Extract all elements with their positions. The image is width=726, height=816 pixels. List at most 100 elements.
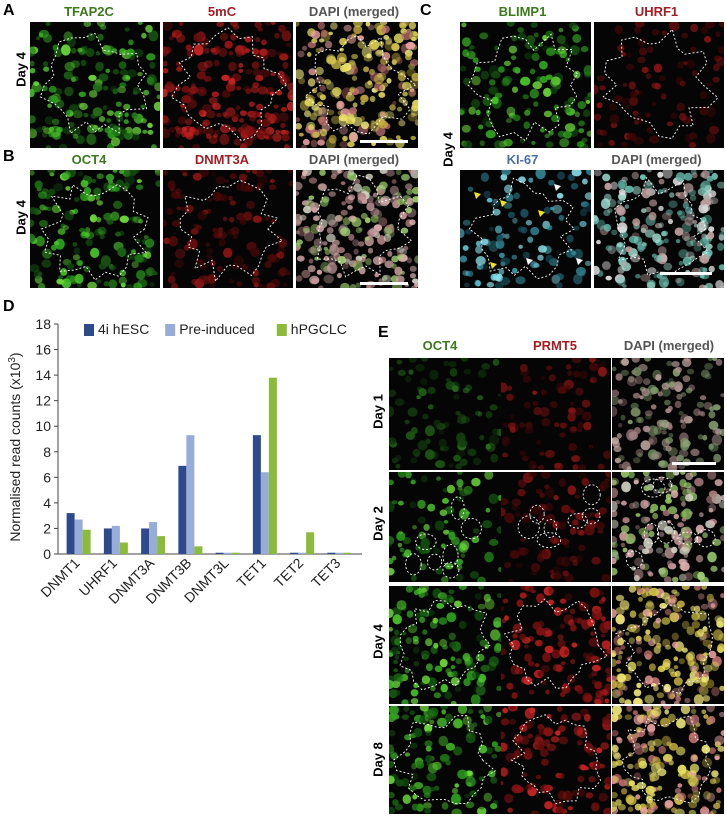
panel-e-title-oct4: OCT4	[422, 338, 458, 353]
bar-dnmt3b-4i-hesc	[178, 465, 187, 554]
panel-label-d: D	[3, 298, 15, 315]
micrograph-c-dapi-merged	[594, 170, 724, 288]
panel-c-title-ki67: KI-67	[506, 152, 539, 167]
panel-c-title-uhrf1: UHRF1	[634, 4, 679, 19]
micrograph-b-oct4	[30, 170, 160, 288]
micrograph-e-day2-prmt5	[501, 472, 611, 582]
micrograph-image	[594, 170, 724, 288]
bar-uhrf1-4i-hesc	[103, 528, 112, 554]
micrograph-image	[389, 472, 501, 582]
micrograph-e-day1-dapi-merged	[612, 358, 724, 470]
micrograph-a-5mc	[163, 22, 293, 148]
bar-chart-dnmt-expression: 0 2 4 6 8 10 12 14 16 18 Normalised read counts (x…	[7, 316, 362, 607]
y-tick-label: 4	[43, 495, 51, 511]
scale-bar-c	[660, 272, 712, 275]
panel-a-day-label: Day 4	[13, 52, 29, 87]
bar-dnmt3a-pre-induced	[149, 522, 158, 554]
y-tick-label: 6	[43, 469, 51, 485]
micrograph-a-tfap2c	[30, 22, 160, 148]
bar-dnmt1-pre-induced	[74, 519, 83, 554]
y-tick-label: 16	[35, 342, 51, 358]
scale-bar-a	[360, 140, 408, 143]
micrograph-image	[296, 22, 418, 148]
micrograph-e-day2-dapi-merged	[612, 472, 724, 582]
y-tick-label: 12	[35, 393, 51, 409]
micrograph-image	[594, 22, 724, 148]
panel-b-title-oct4: OCT4	[71, 152, 107, 167]
legend-swatch-1	[165, 324, 176, 336]
panel-e-day2-label: Day 2	[370, 506, 386, 541]
y-tick-label: 18	[35, 316, 51, 332]
micrograph-image	[163, 170, 293, 288]
y-axis-label: Normalised read counts (x103)	[7, 352, 24, 541]
y-tick-label: 14	[35, 367, 51, 383]
panel-b-title-dapi: DAPI (merged)	[308, 152, 400, 167]
micrograph-image	[30, 22, 160, 148]
bar-tet2-hpgclc	[306, 532, 315, 554]
legend-entry-1: Pre-induced	[179, 321, 255, 337]
bar-dnmt3l-hpgclc	[231, 552, 240, 554]
panel-label-c: C	[420, 2, 432, 19]
panel-c-title-blimp1: BLIMP1	[498, 4, 547, 19]
micrograph-e-day1-oct4	[389, 358, 501, 470]
bar-tet2-4i-hesc	[290, 552, 299, 554]
bar-dnmt1-hpgclc	[82, 529, 91, 554]
panel-b-title-dnmt3a: DNMT3A	[194, 152, 250, 167]
micrograph-image	[612, 586, 724, 704]
micrograph-image	[296, 170, 418, 288]
bar-dnmt3b-pre-induced	[186, 435, 195, 554]
micrograph-image	[389, 706, 501, 814]
bar-dnmt3a-4i-hesc	[141, 528, 150, 554]
y-tick-label: 2	[43, 520, 51, 536]
panel-e-day1-label: Day 1	[370, 394, 386, 429]
micrograph-e-day4-dapi-merged	[612, 586, 724, 704]
micrograph-e-day8-dapi-merged	[612, 706, 724, 814]
micrograph-image	[501, 706, 611, 814]
micrograph-image	[612, 706, 724, 814]
panel-a-title-dapi: DAPI (merged)	[308, 4, 400, 19]
panel-e-day4-label: Day 4	[370, 624, 386, 659]
micrograph-e-day8-oct4	[389, 706, 501, 814]
panel-e-title-prmt5: PRMT5	[532, 338, 578, 353]
bar-dnmt3a-hpgclc	[157, 536, 166, 554]
bar-dnmt1-4i-hesc	[66, 513, 75, 554]
panel-c-title-dapi: DAPI (merged)	[611, 152, 702, 167]
legend-entry-2: hPGCLC	[291, 321, 347, 337]
bar-tet3-4i-hesc	[327, 552, 336, 554]
x-tick-label: TET1	[233, 555, 269, 591]
legend-entry-0: 4i hESC	[98, 321, 149, 337]
micrograph-e-day4-oct4	[389, 586, 501, 704]
panel-b-day-label: Day 4	[13, 200, 29, 235]
x-tick-label: TET3	[308, 555, 344, 591]
micrograph-image	[612, 358, 724, 470]
micrograph-a-dapi-merged	[296, 22, 418, 148]
panel-label-b: B	[3, 148, 15, 165]
legend-swatch-0	[84, 324, 94, 336]
x-tick-label: TET2	[271, 555, 307, 591]
bar-tet3-pre-induced	[335, 552, 344, 554]
y-tick-label: 8	[43, 444, 51, 460]
bar-dnmt3b-hpgclc	[194, 546, 203, 554]
micrograph-image	[612, 472, 724, 582]
micrograph-e-day1-prmt5	[501, 358, 611, 470]
panel-c-day-label: Day 4	[440, 132, 456, 167]
micrograph-image	[501, 358, 611, 470]
micrograph-image	[460, 22, 591, 148]
bar-uhrf1-pre-induced	[111, 525, 120, 554]
micrograph-image	[501, 586, 611, 704]
micrograph-c-blimp1	[460, 22, 591, 148]
micrograph-b-dapi-merged	[296, 170, 418, 288]
scale-bar-b	[360, 282, 408, 285]
y-tick-label: 0	[43, 546, 51, 562]
bar-tet3-hpgclc	[343, 552, 352, 554]
panel-label-a: A	[3, 2, 15, 19]
panel-label-e: E	[378, 324, 389, 341]
micrograph-e-day4-prmt5	[501, 586, 611, 704]
micrograph-image	[501, 472, 611, 582]
legend-swatch-2	[276, 324, 287, 336]
micrograph-image	[460, 170, 591, 288]
micrograph-e-day8-prmt5	[501, 706, 611, 814]
bar-tet2-pre-induced	[298, 552, 307, 554]
micrograph-c-ki67	[460, 170, 591, 288]
micrograph-b-dnmt3a	[163, 170, 293, 288]
